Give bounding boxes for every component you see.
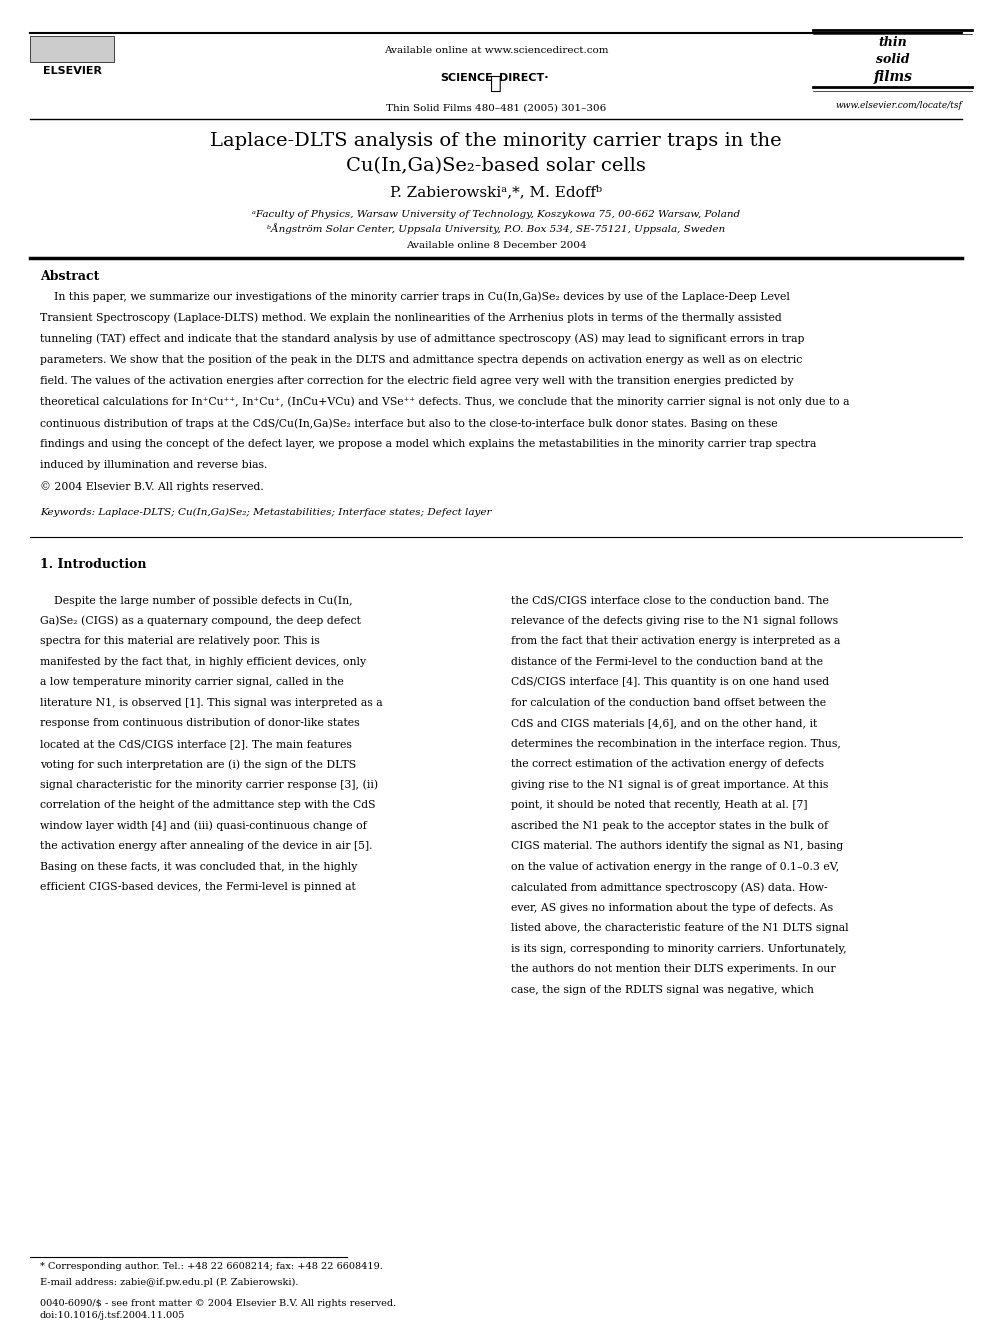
Text: signal characteristic for the minority carrier response [3], (ii): signal characteristic for the minority c…	[40, 781, 378, 790]
Text: located at the CdS/CIGS interface [2]. The main features: located at the CdS/CIGS interface [2]. T…	[40, 740, 351, 749]
Text: distance of the Fermi-level to the conduction band at the: distance of the Fermi-level to the condu…	[511, 658, 823, 667]
Text: 1. Introduction: 1. Introduction	[40, 558, 146, 572]
Text: field. The values of the activation energies after correction for the electric f: field. The values of the activation ener…	[40, 376, 794, 386]
Text: a low temperature minority carrier signal, called in the: a low temperature minority carrier signa…	[40, 677, 343, 688]
Text: is its sign, corresponding to minority carriers. Unfortunately,: is its sign, corresponding to minority c…	[511, 945, 846, 954]
Text: CdS/CIGS interface [4]. This quantity is on one hand used: CdS/CIGS interface [4]. This quantity is…	[511, 677, 829, 688]
Text: ascribed the N1 peak to the acceptor states in the bulk of: ascribed the N1 peak to the acceptor sta…	[511, 822, 828, 831]
Text: spectra for this material are relatively poor. This is: spectra for this material are relatively…	[40, 636, 319, 647]
Text: for calculation of the conduction band offset between the: for calculation of the conduction band o…	[511, 699, 826, 708]
Text: © 2004 Elsevier B.V. All rights reserved.: © 2004 Elsevier B.V. All rights reserved…	[40, 482, 264, 492]
Text: Ga)Se₂ (CIGS) as a quaternary compound, the deep defect: Ga)Se₂ (CIGS) as a quaternary compound, …	[40, 617, 360, 626]
Text: determines the recombination in the interface region. Thus,: determines the recombination in the inte…	[511, 740, 841, 749]
Text: ᵃFaculty of Physics, Warsaw University of Technology, Koszykowa 75, 00-662 Warsa: ᵃFaculty of Physics, Warsaw University o…	[252, 210, 740, 220]
Text: Transient Spectroscopy (Laplace-DLTS) method. We explain the nonlinearities of t: Transient Spectroscopy (Laplace-DLTS) me…	[40, 312, 782, 323]
Text: parameters. We show that the position of the peak in the DLTS and admittance spe: parameters. We show that the position of…	[40, 355, 802, 365]
Text: calculated from admittance spectroscopy (AS) data. How-: calculated from admittance spectroscopy …	[511, 882, 827, 893]
Text: Keywords: Laplace-DLTS; Cu(In,Ga)Se₂; Metastabilities; Interface states; Defect : Keywords: Laplace-DLTS; Cu(In,Ga)Se₂; Me…	[40, 508, 491, 517]
Text: ever, AS gives no information about the type of defects. As: ever, AS gives no information about the …	[511, 904, 833, 913]
Text: P. Zabierowskiᵃ,*, M. Edoffᵇ: P. Zabierowskiᵃ,*, M. Edoffᵇ	[390, 185, 602, 200]
Text: window layer width [4] and (iii) quasi-continuous change of: window layer width [4] and (iii) quasi-c…	[40, 822, 366, 831]
Text: films: films	[873, 70, 913, 85]
Text: Cu(In,Ga)Se₂-based solar cells: Cu(In,Ga)Se₂-based solar cells	[346, 157, 646, 176]
Text: Laplace-DLTS analysis of the minority carrier traps in the: Laplace-DLTS analysis of the minority ca…	[210, 132, 782, 151]
Text: correlation of the height of the admittance step with the CdS: correlation of the height of the admitta…	[40, 800, 375, 811]
Text: Abstract: Abstract	[40, 270, 99, 283]
Text: efficient CIGS-based devices, the Fermi-level is pinned at: efficient CIGS-based devices, the Fermi-…	[40, 882, 355, 893]
Text: response from continuous distribution of donor-like states: response from continuous distribution of…	[40, 718, 359, 729]
Text: the correct estimation of the activation energy of defects: the correct estimation of the activation…	[511, 759, 824, 770]
Text: literature N1, is observed [1]. This signal was interpreted as a: literature N1, is observed [1]. This sig…	[40, 699, 382, 708]
Text: findings and using the concept of the defect layer, we propose a model which exp: findings and using the concept of the de…	[40, 439, 816, 450]
Text: listed above, the characteristic feature of the N1 DLTS signal: listed above, the characteristic feature…	[511, 923, 848, 934]
Text: www.elsevier.com/locate/tsf: www.elsevier.com/locate/tsf	[835, 101, 962, 110]
Text: Available online 8 December 2004: Available online 8 December 2004	[406, 241, 586, 250]
Text: the activation energy after annealing of the device in air [5].: the activation energy after annealing of…	[40, 841, 372, 852]
Text: point, it should be noted that recently, Heath at al. [7]: point, it should be noted that recently,…	[511, 800, 807, 811]
Text: continuous distribution of traps at the CdS/Cu(In,Ga)Se₂ interface but also to t: continuous distribution of traps at the …	[40, 418, 778, 429]
Text: Basing on these facts, it was concluded that, in the highly: Basing on these facts, it was concluded …	[40, 863, 357, 872]
Text: relevance of the defects giving rise to the N1 signal follows: relevance of the defects giving rise to …	[511, 617, 838, 626]
Text: manifested by the fact that, in highly efficient devices, only: manifested by the fact that, in highly e…	[40, 658, 366, 667]
Text: Thin Solid Films 480–481 (2005) 301–306: Thin Solid Films 480–481 (2005) 301–306	[386, 103, 606, 112]
Text: DIRECT·: DIRECT·	[499, 73, 549, 83]
Text: the CdS/CIGS interface close to the conduction band. The: the CdS/CIGS interface close to the cond…	[511, 595, 828, 606]
Text: tunneling (TAT) effect and indicate that the standard analysis by use of admitta: tunneling (TAT) effect and indicate that…	[40, 333, 805, 344]
Text: 0040-6090/$ - see front matter © 2004 Elsevier B.V. All rights reserved.: 0040-6090/$ - see front matter © 2004 El…	[40, 1299, 396, 1308]
Text: the authors do not mention their DLTS experiments. In our: the authors do not mention their DLTS ex…	[511, 964, 835, 975]
Text: case, the sign of the RDLTS signal was negative, which: case, the sign of the RDLTS signal was n…	[511, 986, 813, 995]
Text: theoretical calculations for In⁺Cu⁺⁺, In⁺Cu⁺, (InCu+VCu) and VSe⁺⁺ defects. Thus: theoretical calculations for In⁺Cu⁺⁺, In…	[40, 397, 849, 407]
Text: CdS and CIGS materials [4,6], and on the other hand, it: CdS and CIGS materials [4,6], and on the…	[511, 718, 817, 729]
Text: In this paper, we summarize our investigations of the minority carrier traps in : In this paper, we summarize our investig…	[40, 291, 790, 302]
Text: CIGS material. The authors identify the signal as N1, basing: CIGS material. The authors identify the …	[511, 841, 843, 852]
Text: giving rise to the N1 signal is of great importance. At this: giving rise to the N1 signal is of great…	[511, 781, 828, 790]
Bar	[30, 36, 114, 62]
Text: solid: solid	[876, 53, 910, 66]
Text: SCIENCE: SCIENCE	[440, 73, 493, 83]
Text: E-mail address: zabie@if.pw.edu.pl (P. Zabierowski).: E-mail address: zabie@if.pw.edu.pl (P. Z…	[40, 1278, 299, 1287]
Text: ⓐ: ⓐ	[490, 74, 502, 93]
Text: thin: thin	[879, 36, 907, 49]
Text: ELSEVIER: ELSEVIER	[43, 66, 102, 77]
Text: ᵇÅngström Solar Center, Uppsala University, P.O. Box 534, SE-75121, Uppsala, Swe: ᵇÅngström Solar Center, Uppsala Universi…	[267, 224, 725, 234]
Text: * Corresponding author. Tel.: +48 22 6608214; fax: +48 22 6608419.: * Corresponding author. Tel.: +48 22 660…	[40, 1262, 383, 1271]
Text: on the value of activation energy in the range of 0.1–0.3 eV,: on the value of activation energy in the…	[511, 863, 839, 872]
Text: voting for such interpretation are (i) the sign of the DLTS: voting for such interpretation are (i) t…	[40, 759, 356, 770]
Text: doi:10.1016/j.tsf.2004.11.005: doi:10.1016/j.tsf.2004.11.005	[40, 1311, 186, 1320]
Text: Available online at www.sciencedirect.com: Available online at www.sciencedirect.co…	[384, 46, 608, 56]
Text: induced by illumination and reverse bias.: induced by illumination and reverse bias…	[40, 460, 267, 471]
Text: Despite the large number of possible defects in Cu(In,: Despite the large number of possible def…	[40, 595, 352, 606]
Text: from the fact that their activation energy is interpreted as a: from the fact that their activation ener…	[511, 636, 840, 647]
